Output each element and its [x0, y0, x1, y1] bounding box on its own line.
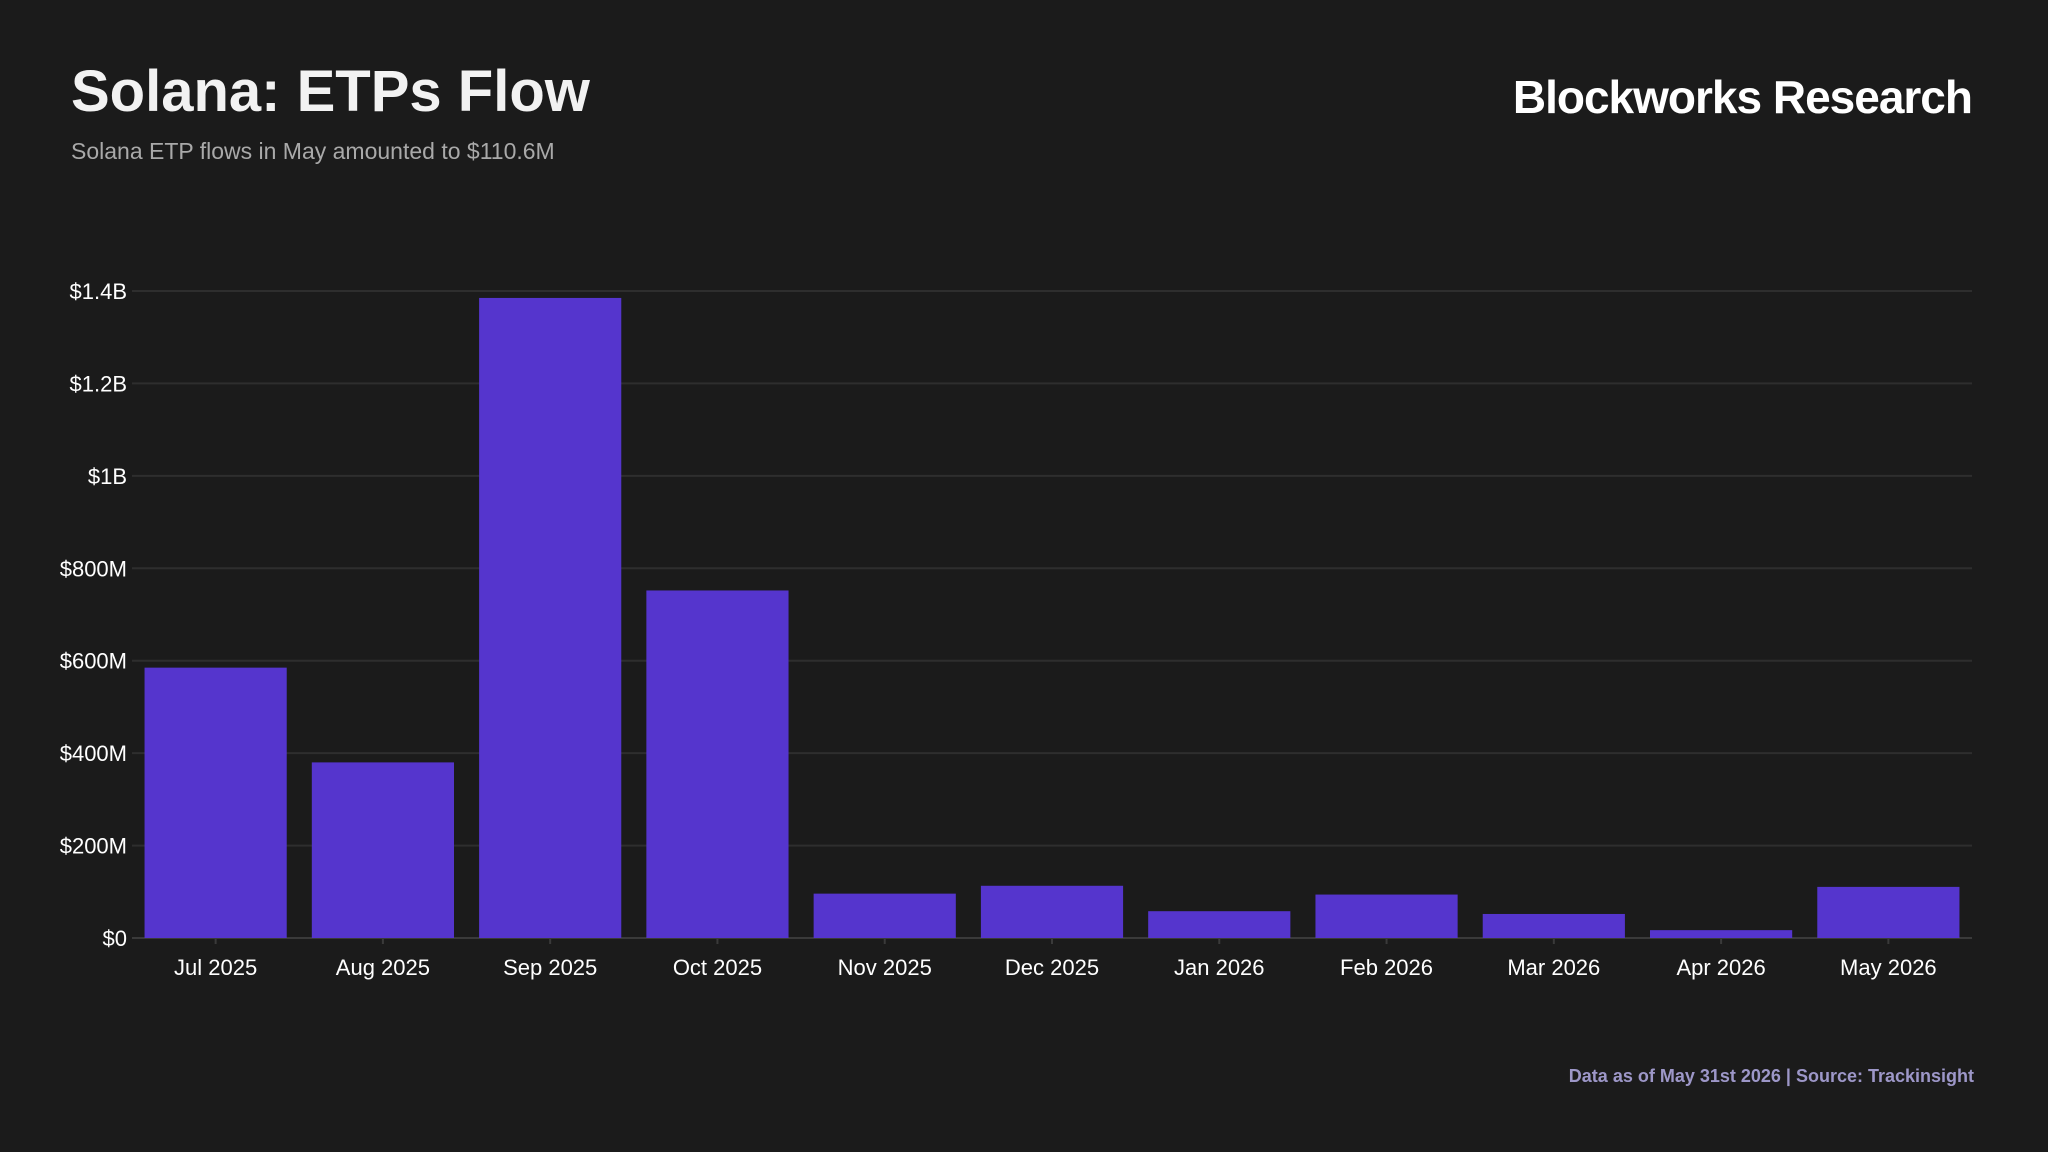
bar [144, 667, 287, 938]
chart-title: Solana: ETPs Flow [71, 59, 590, 124]
y-tick-label: $400M [60, 741, 127, 766]
bar [1650, 930, 1793, 938]
bar [1482, 913, 1625, 938]
y-tick-label: $0 [103, 926, 127, 951]
bar [646, 590, 789, 938]
bar [980, 885, 1124, 938]
y-tick-label: $1B [88, 464, 127, 489]
x-tick-label: Dec 2025 [1005, 955, 1099, 980]
bar [479, 297, 622, 938]
y-tick-label: $1.2B [70, 371, 128, 396]
x-tick-label: May 2026 [1840, 955, 1937, 980]
chart-subtitle: Solana ETP flows in May amounted to $110… [71, 138, 555, 164]
y-axis-ticks: $0 $200M $400M $600M $800M $1B $1.2B $1.4B [60, 279, 127, 951]
x-tick-label: Mar 2026 [1507, 955, 1600, 980]
x-tick-label: Jul 2025 [174, 955, 257, 980]
x-tick-label: Sep 2025 [503, 955, 597, 980]
source-note: Data as of May 31st 2026 | Source: Track… [1568, 1066, 1974, 1086]
y-tick-label: $800M [60, 556, 127, 581]
x-tick-label: Aug 2025 [336, 955, 430, 980]
y-tick-label: $1.4B [70, 279, 128, 304]
x-tick-label: Nov 2025 [838, 955, 932, 980]
y-tick-label: $200M [60, 834, 127, 859]
bar [311, 762, 454, 938]
bars [144, 297, 1960, 938]
x-tick-label: Oct 2025 [673, 955, 762, 980]
bar [813, 893, 956, 938]
x-tick-label: Apr 2026 [1676, 955, 1765, 980]
bar [1315, 894, 1458, 938]
bar [1148, 911, 1291, 938]
x-tick-label: Jan 2026 [1174, 955, 1265, 980]
bar [1817, 886, 1960, 938]
brand-logo-text: Blockworks Research [1512, 71, 1973, 123]
x-axis-ticks: Jul 2025 Aug 2025 Sep 2025 Oct 2025 Nov 2025… [174, 938, 1937, 980]
x-tick-label: Feb 2026 [1340, 955, 1433, 980]
y-tick-label: $600M [60, 649, 127, 674]
